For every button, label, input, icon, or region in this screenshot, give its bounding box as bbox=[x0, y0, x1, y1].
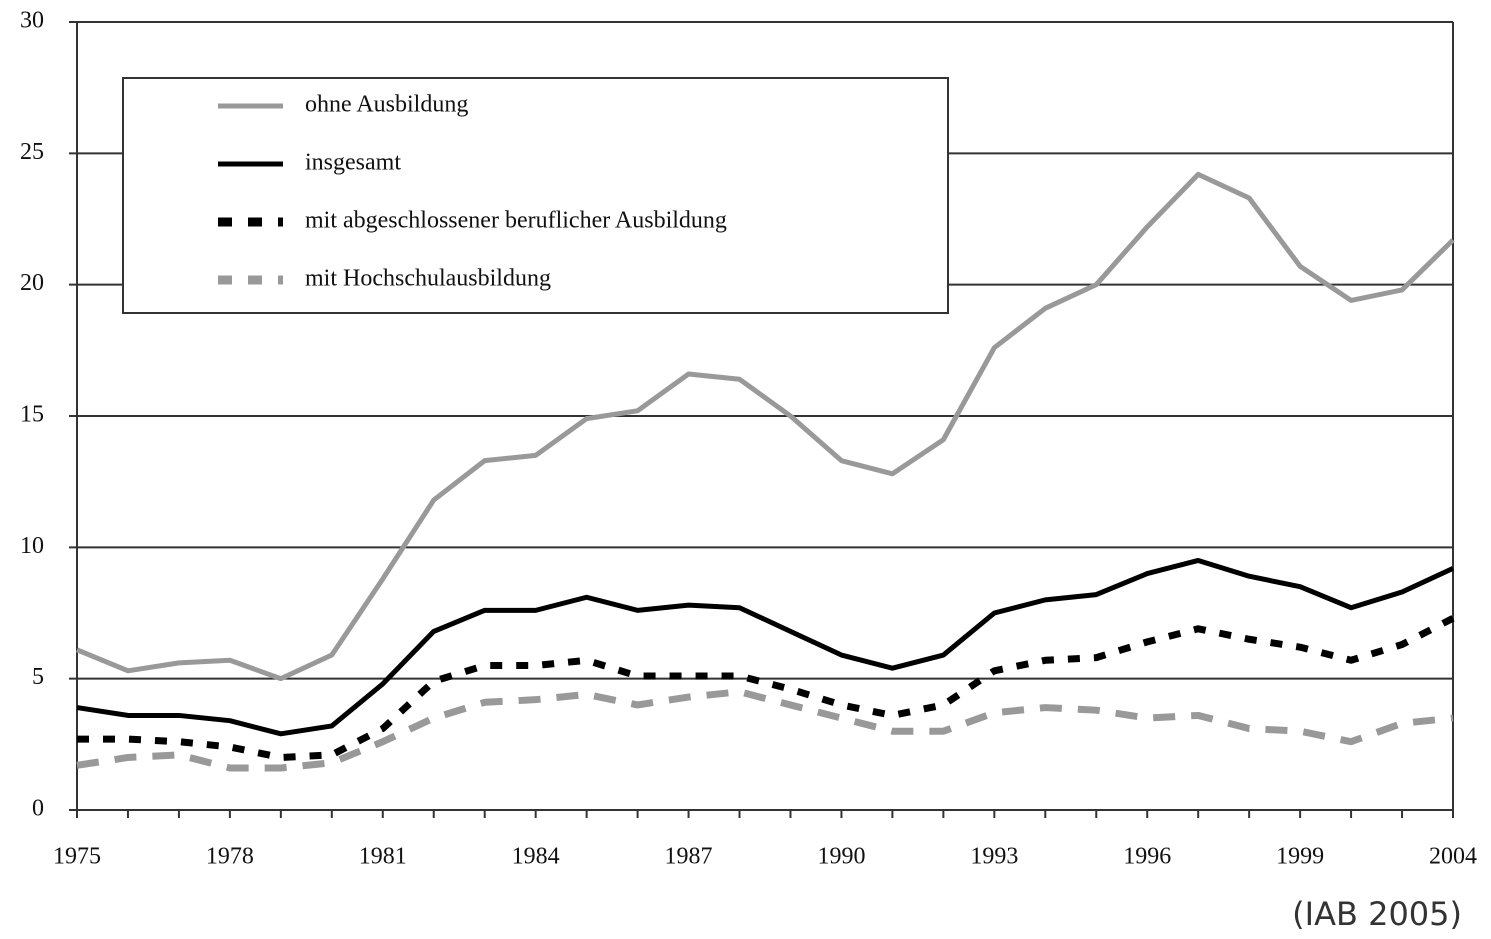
y-tick-label: 0 bbox=[32, 796, 44, 822]
line-series bbox=[77, 615, 1455, 761]
y-tick-label: 5 bbox=[32, 664, 44, 690]
x-tick-label: 1981 bbox=[359, 844, 407, 870]
x-tick-label: 1993 bbox=[970, 844, 1018, 870]
y-tick-label: 30 bbox=[20, 8, 44, 34]
y-tick-label: 10 bbox=[20, 533, 44, 559]
y-tick-label: 15 bbox=[20, 402, 44, 428]
x-tick-label: 1999 bbox=[1276, 844, 1324, 870]
source: (IAB 2005) bbox=[1292, 895, 1462, 933]
x-tick-label: 1975 bbox=[53, 844, 101, 870]
line-series bbox=[76, 557, 1455, 737]
legend-label: mit Hochschulausbildung bbox=[305, 266, 551, 292]
y-tick-label: 20 bbox=[20, 270, 44, 296]
legend-label: insgesamt bbox=[305, 150, 401, 176]
x-tick-label: 1984 bbox=[512, 844, 560, 870]
x-tick-label: 1978 bbox=[206, 844, 254, 870]
legend-label: ohne Ausbildung bbox=[305, 92, 468, 118]
x-tick-label: 1996 bbox=[1123, 844, 1171, 870]
legend-label: mit abgeschlossener beruflicher Ausbildu… bbox=[305, 208, 727, 234]
legend-box bbox=[122, 77, 949, 314]
x-tick-label: 2004 bbox=[1429, 844, 1477, 870]
x-tick-label: 1990 bbox=[817, 844, 865, 870]
line-series bbox=[76, 171, 1455, 682]
line-series bbox=[76, 688, 1454, 772]
y-tick-label: 25 bbox=[20, 139, 44, 165]
x-tick-label: 1987 bbox=[665, 844, 713, 870]
